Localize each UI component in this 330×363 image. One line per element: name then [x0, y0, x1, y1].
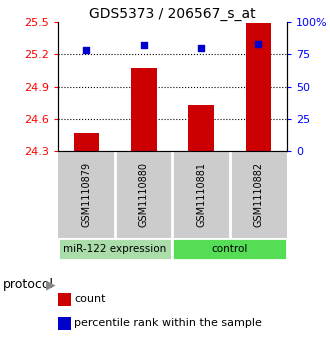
Title: GDS5373 / 206567_s_at: GDS5373 / 206567_s_at	[89, 7, 256, 21]
Text: GSM1110881: GSM1110881	[196, 162, 206, 227]
Point	[84, 48, 89, 53]
Text: GSM1110882: GSM1110882	[253, 162, 263, 227]
Bar	[246, 23, 271, 151]
Text: protocol: protocol	[3, 278, 54, 291]
Bar	[58, 238, 173, 260]
Bar	[131, 68, 157, 151]
Text: ▶: ▶	[46, 278, 56, 291]
Point	[256, 41, 261, 47]
Text: count: count	[74, 294, 106, 305]
Text: miR-122 expression: miR-122 expression	[63, 244, 167, 254]
Text: GSM1110879: GSM1110879	[82, 162, 91, 227]
Bar	[74, 133, 99, 151]
Point	[198, 45, 204, 50]
Text: GSM1110880: GSM1110880	[139, 162, 149, 227]
Text: control: control	[212, 244, 248, 254]
Text: percentile rank within the sample: percentile rank within the sample	[74, 318, 262, 328]
Point	[141, 42, 147, 48]
Bar	[173, 238, 287, 260]
Bar	[188, 105, 214, 151]
